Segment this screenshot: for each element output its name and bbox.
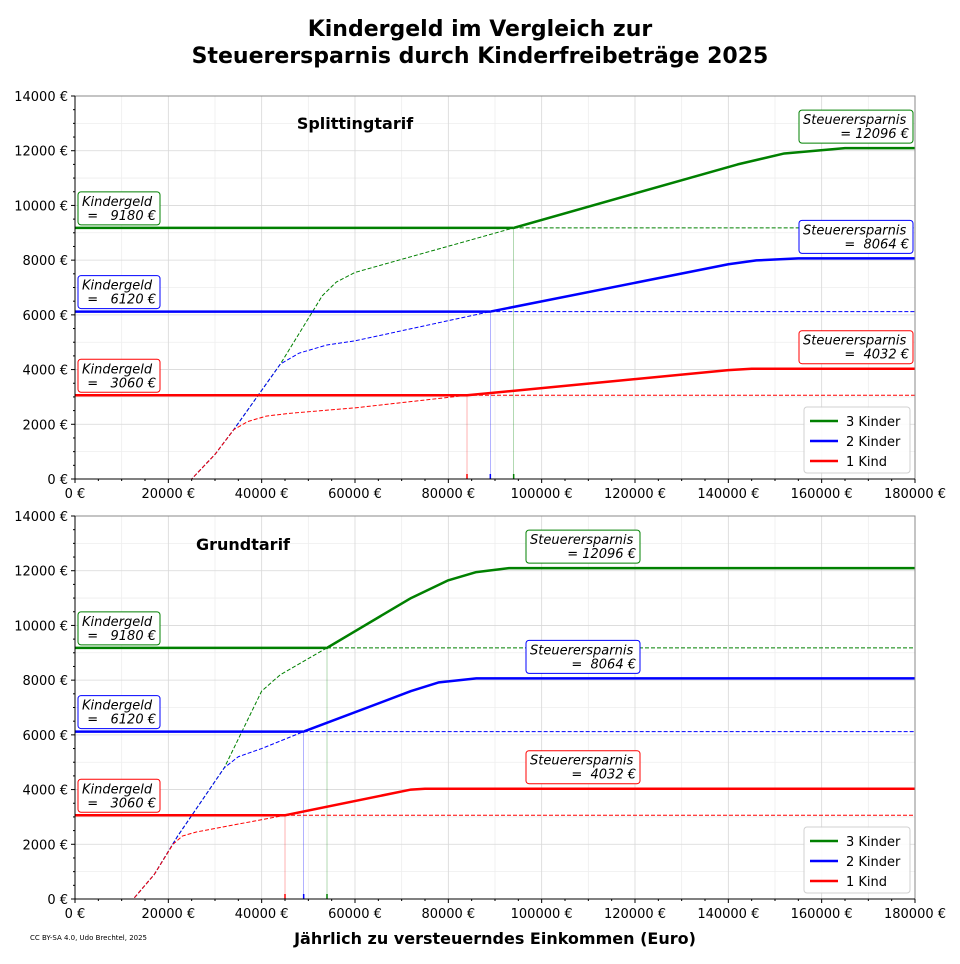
- legend-label: 1 Kind: [846, 455, 887, 470]
- legend-label: 3 Kinder: [846, 835, 901, 850]
- y-tick-label: 2000 €: [23, 838, 69, 853]
- kindergeld-value: = 9180 €: [87, 629, 156, 644]
- legend-label: 1 Kind: [846, 875, 887, 890]
- y-tick-label: 0 €: [47, 893, 68, 908]
- steuerersparnis-label-box: [798, 219, 914, 254]
- plot-splittingtarif: Kindergeld= 9180 €Steuerersparnis= 12096…: [14, 90, 946, 502]
- steuerersparnis-line-2-kinder: [303, 677, 915, 733]
- plot-subtitle: Splittingtarif: [297, 114, 414, 133]
- steuerersparnis-value: = 4032 €: [844, 348, 909, 363]
- x-tick-label: 60000 €: [328, 487, 382, 502]
- steuerersparnis-line-2-kinder: [490, 257, 915, 313]
- steuerersparnis-label-box: [525, 639, 641, 674]
- legend-label: 2 Kinder: [846, 435, 901, 450]
- x-tick-label: 180000 €: [884, 907, 946, 922]
- steuerersparnis-dashed-1-kind: [75, 814, 285, 900]
- legend-box: [803, 826, 911, 894]
- x-tick-label: 180000 €: [884, 487, 946, 502]
- kindergeld-label-box: [77, 275, 161, 310]
- kindergeld-value: = 6120 €: [87, 713, 156, 728]
- y-tick-label: 2000 €: [23, 418, 69, 433]
- legend-label: 2 Kinder: [846, 855, 901, 870]
- y-tick-label: 10000 €: [14, 199, 68, 214]
- kindergeld-value: = 9180 €: [87, 209, 156, 224]
- steuerersparnis-label: Steuerersparnis: [530, 643, 633, 658]
- steuerersparnis-label: Steuerersparnis: [803, 113, 906, 128]
- kindergeld-label: Kindergeld: [82, 195, 153, 210]
- x-tick-label: 40000 €: [235, 487, 289, 502]
- plot-subtitle: Grundtarif: [196, 535, 291, 554]
- steuerersparnis-label-box: [525, 750, 641, 785]
- y-tick-label: 6000 €: [23, 729, 69, 744]
- steuerersparnis-value: = 4032 €: [571, 768, 636, 783]
- steuerersparnis-label: Steuerersparnis: [803, 334, 906, 349]
- y-tick-label: 10000 €: [14, 619, 68, 634]
- kindergeld-label: Kindergeld: [82, 362, 153, 377]
- kindergeld-label-box: [77, 695, 161, 730]
- x-tick-label: 20000 €: [141, 907, 195, 922]
- chart-title-line2: Steuerersparnis durch Kinderfreibeträge …: [192, 44, 769, 69]
- x-tick-label: 40000 €: [235, 907, 289, 922]
- chart-title: Kindergeld im Vergleich zur: [308, 17, 653, 42]
- steuerersparnis-line-3-kinder: [327, 566, 915, 650]
- kindergeld-label: Kindergeld: [82, 699, 153, 714]
- steuerersparnis-value: = 12096 €: [567, 547, 636, 562]
- kindergeld-value: = 3060 €: [87, 796, 156, 811]
- x-tick-label: 160000 €: [791, 487, 853, 502]
- steuerersparnis-line-1-kind: [285, 787, 915, 817]
- kindergeld-label: Kindergeld: [82, 615, 153, 630]
- x-tick-label: 60000 €: [328, 907, 382, 922]
- x-tick-label: 0 €: [65, 487, 86, 502]
- legend-label: 3 Kinder: [846, 415, 901, 430]
- kindergeld-label-box: [77, 778, 161, 813]
- steuerersparnis-label-box: [798, 109, 914, 144]
- x-tick-label: 0 €: [65, 907, 86, 922]
- y-tick-label: 14000 €: [14, 510, 68, 525]
- steuerersparnis-value: = 12096 €: [840, 127, 909, 142]
- steuerersparnis-label-box: [525, 529, 641, 564]
- steuerersparnis-line-3-kinder: [513, 146, 915, 230]
- kindergeld-label-box: [77, 358, 161, 393]
- kindergeld-value: = 6120 €: [87, 293, 156, 308]
- x-axis-label: Jährlich zu versteuerndes Einkommen (Eur…: [293, 929, 696, 948]
- steuerersparnis-label-box: [798, 330, 914, 365]
- steuerersparnis-line-1-kind: [467, 367, 915, 397]
- x-tick-label: 100000 €: [511, 487, 573, 502]
- steuerersparnis-label: Steuerersparnis: [530, 754, 633, 769]
- y-tick-label: 14000 €: [14, 90, 68, 105]
- steuerersparnis-dashed-1-kind: [75, 394, 467, 480]
- x-tick-label: 160000 €: [791, 907, 853, 922]
- plot-grundtarif: Kindergeld= 9180 €Steuerersparnis= 12096…: [14, 510, 946, 922]
- x-tick-label: 80000 €: [421, 907, 475, 922]
- x-tick-label: 120000 €: [604, 487, 666, 502]
- x-tick-label: 140000 €: [697, 487, 759, 502]
- kindergeld-label-box: [77, 191, 161, 226]
- kindergeld-label-box: [77, 611, 161, 646]
- kindergeld-value: = 3060 €: [87, 376, 156, 391]
- steuerersparnis-value: = 8064 €: [571, 657, 636, 672]
- steuerersparnis-value: = 8064 €: [844, 237, 909, 252]
- y-tick-label: 0 €: [47, 473, 68, 488]
- x-tick-label: 140000 €: [697, 907, 759, 922]
- y-tick-label: 8000 €: [23, 254, 69, 269]
- y-tick-label: 12000 €: [14, 145, 68, 160]
- credit: CC BY-SA 4.0, Udo Brechtel, 2025: [30, 934, 147, 942]
- y-tick-label: 6000 €: [23, 309, 69, 324]
- x-tick-label: 80000 €: [421, 487, 475, 502]
- y-tick-label: 8000 €: [23, 674, 69, 689]
- x-tick-label: 100000 €: [511, 907, 573, 922]
- legend-box: [803, 406, 911, 474]
- y-tick-label: 12000 €: [14, 565, 68, 580]
- y-tick-label: 4000 €: [23, 364, 69, 379]
- x-tick-label: 120000 €: [604, 907, 666, 922]
- steuerersparnis-label: Steuerersparnis: [803, 223, 906, 238]
- x-tick-label: 20000 €: [141, 487, 195, 502]
- y-tick-label: 4000 €: [23, 784, 69, 799]
- kindergeld-label: Kindergeld: [82, 279, 153, 294]
- steuerersparnis-label: Steuerersparnis: [530, 533, 633, 548]
- kindergeld-label: Kindergeld: [82, 782, 153, 797]
